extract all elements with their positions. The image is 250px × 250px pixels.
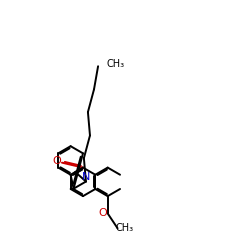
Text: CH₃: CH₃ [107,59,125,69]
Text: CH₃: CH₃ [116,223,134,233]
Text: N: N [82,172,90,182]
Text: O: O [99,208,108,218]
Text: O: O [53,156,62,166]
